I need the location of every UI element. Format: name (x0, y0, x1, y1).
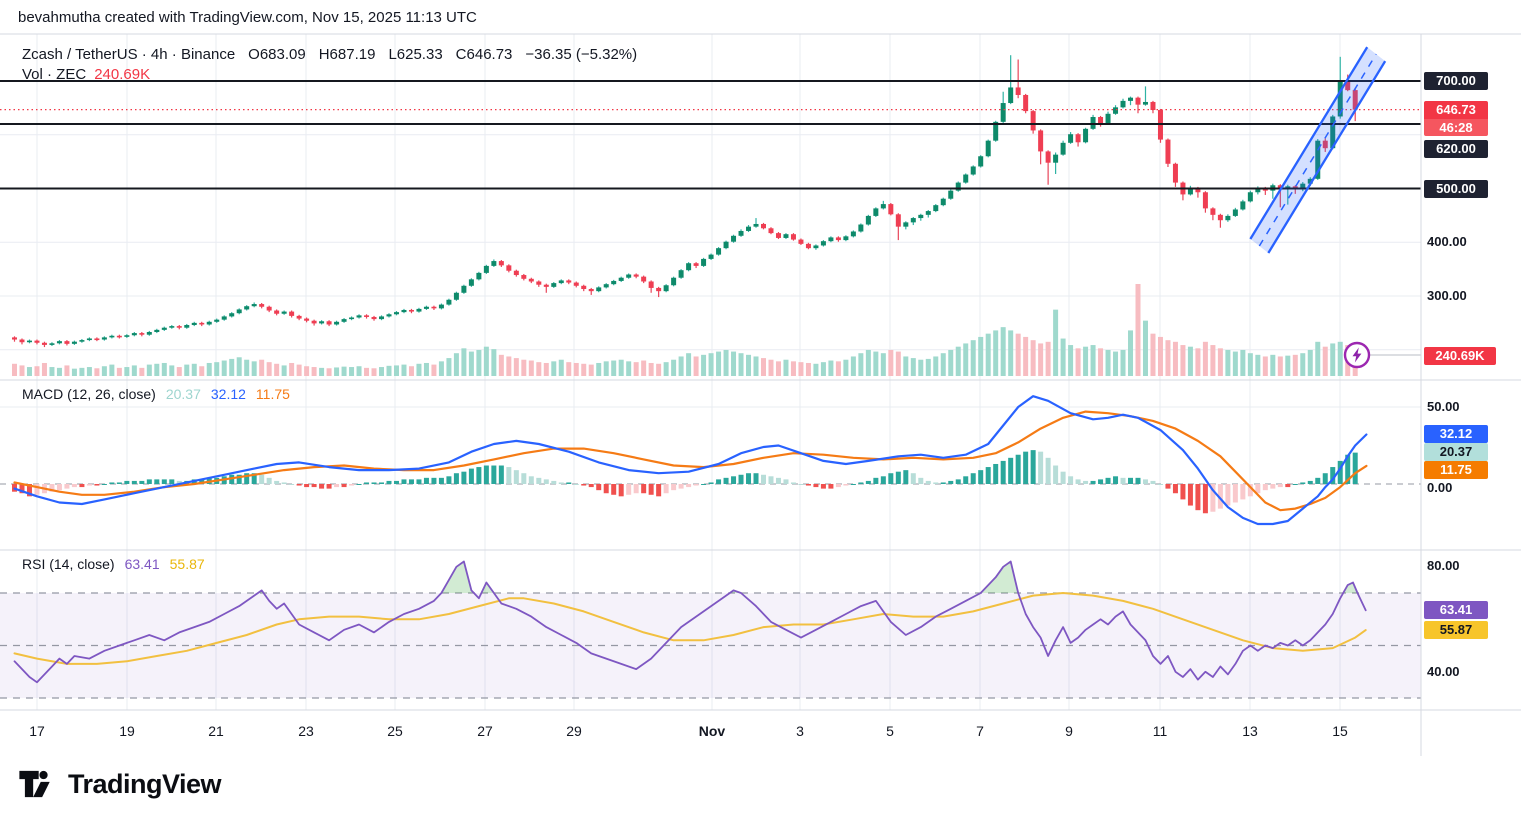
bar-countdown: 46:28 (1424, 119, 1488, 136)
volume-bars (12, 284, 1358, 376)
lightning-icon (1343, 341, 1371, 369)
macd-label[interactable]: MACD (12, 26, close) (22, 386, 156, 402)
candles-layer (12, 55, 1358, 348)
time-axis-label: Nov (698, 723, 726, 739)
macd-grid-label-0: 0.00 (1427, 480, 1453, 495)
pane-borders (0, 33, 1521, 756)
macd-legend: MACD (12, 26, close) 20.37 32.12 11.75 (22, 386, 290, 402)
lightning-alert-button[interactable] (1343, 341, 1371, 369)
time-axis-label: 17 (29, 723, 45, 739)
ohlc-low: L625.33 (388, 46, 443, 63)
ohlc-change: −36.35 (−5.32%) (525, 46, 638, 63)
current-price-badge[interactable]: 646.73 46:28 (1424, 101, 1488, 136)
price-pane[interactable] (0, 34, 1421, 380)
rsi-legend: RSI (14, close) 63.41 55.87 (22, 556, 205, 572)
time-axis-label: 21 (208, 723, 224, 739)
time-axis-label: 23 (298, 723, 314, 739)
volume-current-badge: 240.69K (1424, 347, 1496, 365)
macd-line-badge: 32.12 (1424, 425, 1488, 443)
rsi-badge: 63.41 (1424, 601, 1488, 619)
rsi-ma-value: 55.87 (169, 556, 205, 572)
rsi-grid-label-80: 80.00 (1427, 558, 1460, 573)
time-axis-label: 27 (477, 723, 493, 739)
volume-legend: Vol · ZEC 240.69K (22, 66, 150, 83)
rsi-label[interactable]: RSI (14, close) (22, 556, 115, 572)
tradingview-logo[interactable]: TradingView (18, 768, 222, 800)
price-line-label-620[interactable]: 620.00 (1424, 140, 1488, 158)
macd-grid-label-50: 50.00 (1427, 399, 1460, 414)
symbol-legend: Zcash / TetherUS · 4h · Binance O683.09 … (22, 46, 637, 63)
macd-signal-badge: 11.75 (1424, 461, 1488, 479)
tradingview-logo-icon (19, 770, 50, 798)
macd-line-value: 32.12 (210, 386, 246, 402)
rsi-pane[interactable] (0, 550, 1421, 710)
time-axis-label: 9 (1065, 723, 1073, 739)
macd-pane[interactable] (0, 380, 1421, 550)
rsi-value: 63.41 (124, 556, 160, 572)
price-drawings (0, 80, 1421, 190)
macd-hist-badge: 20.37 (1424, 443, 1488, 461)
time-axis-label: 3 (796, 723, 804, 739)
macd-hist-value: 20.37 (165, 386, 201, 402)
price-grid-label-400: 400.00 (1427, 234, 1467, 249)
macd-signal-value: 11.75 (255, 386, 290, 402)
attribution-text: bevahmutha created with TradingView.com,… (18, 9, 477, 26)
time-axis-label: 5 (886, 723, 894, 739)
rsi-grid-label-40: 40.00 (1427, 664, 1460, 679)
ohlc-close: C646.73 (455, 46, 513, 63)
time-axis-label: 13 (1242, 723, 1258, 739)
time-axis-label: 19 (119, 723, 135, 739)
ohlc-high: H687.19 (318, 46, 376, 63)
price-line-label-700[interactable]: 700.00 (1424, 72, 1488, 90)
time-axis-label: 11 (1152, 723, 1168, 739)
ohlc-open: O683.09 (248, 46, 306, 63)
time-axis-label: 25 (387, 723, 403, 739)
volume-value: 240.69K (94, 66, 151, 83)
time-axis[interactable]: 17 19 21 23 25 27 29 Nov 3 5 7 9 11 13 15 (0, 710, 1421, 756)
current-price-value: 646.73 (1424, 101, 1488, 119)
time-axis-label: 29 (566, 723, 582, 739)
rsi-ma-badge: 55.87 (1424, 621, 1488, 639)
price-line-label-500[interactable]: 500.00 (1424, 180, 1488, 198)
volume-label[interactable]: Vol · ZEC (22, 66, 87, 83)
price-grid-label-300: 300.00 (1427, 288, 1467, 303)
time-axis-label: 15 (1332, 723, 1348, 739)
time-axis-label: 7 (976, 723, 984, 739)
tradingview-logo-text: TradingView (68, 768, 222, 799)
trend-channel (1249, 46, 1387, 254)
symbol-title[interactable]: Zcash / TetherUS · 4h · Binance (22, 46, 236, 63)
rsi-band (0, 592, 1421, 699)
